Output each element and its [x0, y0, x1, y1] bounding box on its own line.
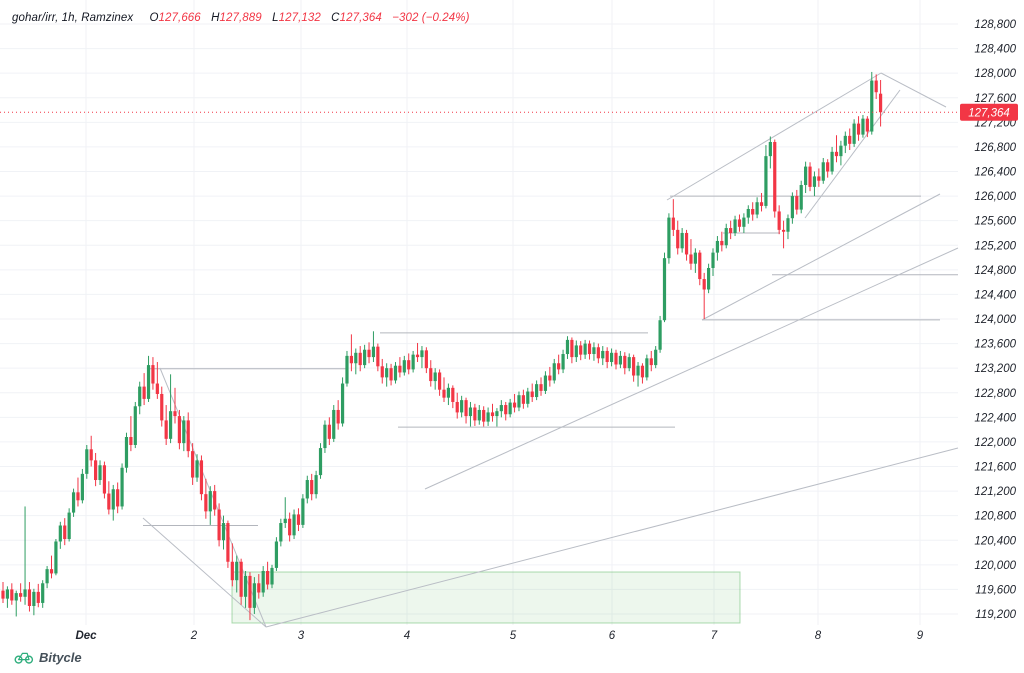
price-axis-tick: 128,000	[974, 68, 1016, 80]
time-axis-tick: 2	[190, 630, 198, 642]
high-value: 127,889	[219, 12, 262, 24]
close-label: C	[331, 12, 340, 24]
price-axis-tick: 122,400	[974, 412, 1016, 424]
last-price-label: 127,364	[960, 103, 1018, 121]
low-value: 127,132	[278, 12, 321, 24]
price-axis-tick: 120,800	[974, 511, 1016, 523]
change-value: −302 (−0.24%)	[392, 12, 470, 24]
symbol-title[interactable]: gohar/irr, 1h, Ramzinex	[12, 12, 134, 24]
price-axis-tick: 126,000	[974, 191, 1016, 203]
price-axis-tick: 122,800	[974, 388, 1016, 400]
price-axis-tick: 124,400	[974, 289, 1016, 301]
close-value: 127,364	[339, 12, 382, 24]
price-axis-tick: 121,600	[974, 462, 1016, 474]
trendlines[interactable]	[142, 72, 959, 628]
price-axis-tick: 124,000	[974, 314, 1016, 326]
time-axis-tick: 4	[404, 630, 410, 642]
horizontal-levels[interactable]	[143, 195, 958, 526]
price-axis-tick: 123,600	[974, 339, 1016, 351]
price-axis-tick: 119,200	[975, 609, 1016, 621]
last-price-label-text: 127,364	[968, 107, 1010, 119]
bitycle-label: Bitycle	[39, 650, 82, 665]
high-label: H	[211, 12, 220, 24]
price-axis-tick: 126,400	[974, 167, 1016, 179]
candles-layer[interactable]	[1, 71, 883, 621]
demand-zone-box[interactable]	[231, 571, 741, 624]
price-axis-tick: 120,000	[974, 560, 1016, 572]
time-axis-tick: Dec	[75, 630, 97, 642]
price-axis-tick: 124,800	[974, 265, 1016, 277]
symbol-legend[interactable]: gohar/irr, 1h, Ramzinex O127,666 H127,88…	[12, 12, 470, 24]
price-axis-tick: 125,600	[974, 216, 1016, 228]
time-axis-tick: 9	[917, 630, 924, 642]
price-axis-tick: 120,400	[974, 535, 1016, 547]
price-axis-tick: 128,400	[974, 44, 1016, 56]
bitycle-icon	[14, 652, 34, 664]
time-axis-tick: 5	[510, 630, 517, 642]
time-axis-tick: 6	[609, 630, 616, 642]
time-axis[interactable]: Dec 2 3 4 5 6 7 8 9	[75, 630, 923, 642]
price-axis-tick: 119,600	[975, 584, 1016, 596]
time-axis-tick: 3	[298, 630, 305, 642]
low-label: L	[272, 12, 279, 24]
bitycle-logo: Bitycle	[14, 650, 82, 665]
price-axis-tick: 127,600	[974, 93, 1016, 105]
time-axis-tick: 7	[711, 630, 718, 642]
price-axis-tick: 123,200	[974, 363, 1016, 375]
time-axis-tick: 8	[815, 630, 822, 642]
grid-lines	[0, 0, 958, 625]
price-axis-tick: 122,000	[974, 437, 1016, 449]
price-axis-tick: 121,200	[974, 486, 1016, 498]
price-axis-tick: 126,800	[974, 142, 1016, 154]
price-axis-tick: 128,800	[974, 19, 1016, 31]
open-value: 127,666	[158, 12, 201, 24]
price-axis-tick: 125,200	[974, 240, 1016, 252]
price-axis[interactable]: 128,800128,400128,000127,600127,200126,8…	[974, 19, 1016, 621]
open-label: O	[149, 12, 159, 24]
